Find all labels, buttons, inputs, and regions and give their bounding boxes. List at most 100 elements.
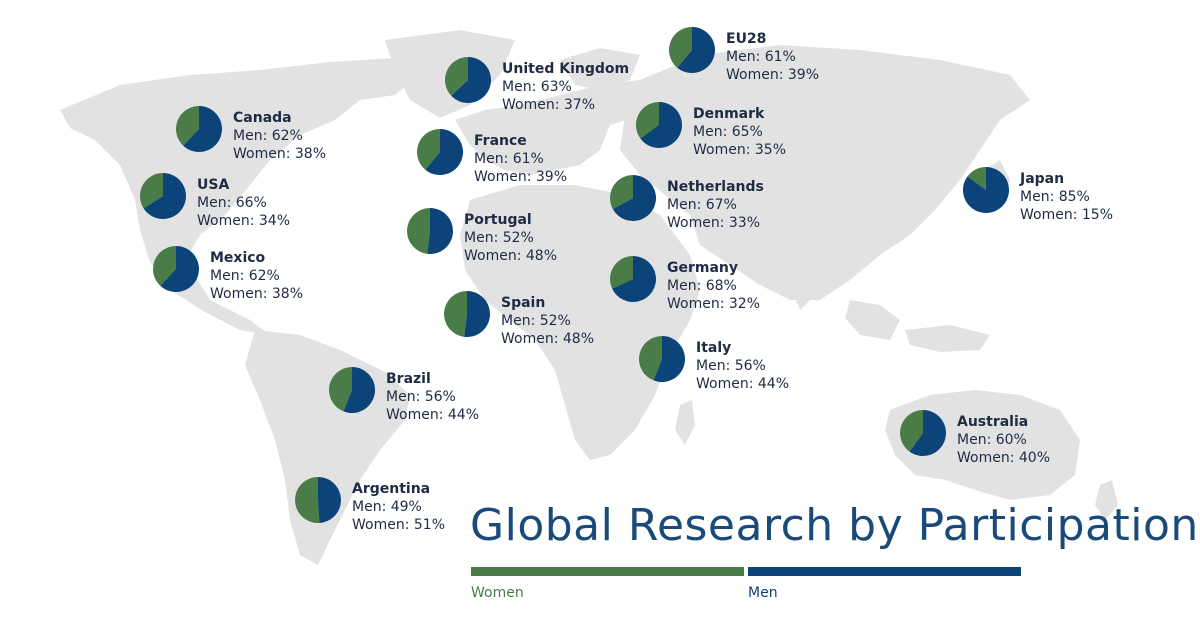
country-label: Portugal Men: 52% Women: 48% [464, 211, 557, 265]
women-percent-label: Women: 38% [210, 286, 303, 302]
pie-slice-men [427, 208, 453, 254]
pie-slice-men [612, 256, 656, 302]
pie-slice-women [443, 291, 467, 337]
country-usa: USA Men: 66% Women: 34% [139, 172, 499, 252]
country-name: United Kingdom [502, 61, 630, 77]
men-percent-label: Men: 65% [693, 124, 763, 140]
country-name: Brazil [386, 371, 431, 387]
legend-women-swatch [471, 567, 744, 576]
women-percent-label: Women: 48% [464, 248, 557, 264]
country-france: France Men: 61% Women: 39% [416, 128, 776, 208]
country-denmark: Denmark Men: 65% Women: 35% [635, 101, 995, 181]
country-label: Netherlands Men: 67% Women: 33% [667, 178, 764, 232]
country-label: EU28 Men: 61% Women: 39% [726, 30, 819, 84]
country-uk: United Kingdom Men: 63% Women: 37% [444, 56, 804, 136]
pie-chart [639, 336, 685, 382]
country-name: Netherlands [667, 179, 764, 195]
pie-slice-women [967, 167, 986, 190]
pie-chart [900, 410, 946, 456]
pie-slice-men [677, 27, 715, 73]
men-percent-label: Men: 68% [667, 278, 737, 294]
country-australia: Australia Men: 60% Women: 40% [899, 409, 1200, 489]
pie-slice-women [153, 246, 176, 286]
country-name: Spain [501, 295, 546, 311]
pie-slice-women [900, 410, 923, 452]
country-germany: Germany Men: 68% Women: 32% [609, 255, 969, 335]
country-name: Japan [1020, 171, 1065, 187]
pie-chart [140, 173, 186, 219]
men-percent-label: Men: 62% [233, 128, 303, 144]
chart-title: Global Research by Participation [470, 500, 1199, 551]
legend-women-label: Women [471, 585, 524, 601]
country-label: Mexico Men: 62% Women: 38% [210, 249, 303, 303]
country-name: Canada [233, 110, 292, 126]
pie-slice-women [176, 106, 199, 146]
men-percent-label: Men: 49% [352, 499, 422, 515]
women-percent-label: Women: 38% [233, 146, 326, 162]
pie-slice-men [464, 291, 490, 337]
country-name: Italy [696, 340, 732, 356]
pie-chart [669, 27, 715, 73]
legend-men-label: Men [748, 585, 778, 601]
country-argentina: Argentina Men: 49% Women: 51% [294, 476, 654, 556]
country-name: Mexico [210, 250, 266, 266]
pie-slice-men [451, 57, 491, 103]
pie-chart [153, 246, 199, 292]
women-percent-label: Women: 44% [386, 407, 479, 423]
men-percent-label: Men: 60% [957, 432, 1027, 448]
pie-chart [963, 167, 1009, 213]
men-percent-label: Men: 52% [464, 230, 534, 246]
pie-slice-men [963, 167, 1009, 213]
country-name: USA [197, 177, 230, 193]
women-percent-label: Women: 51% [352, 517, 445, 533]
pie-slice-women [636, 102, 659, 139]
men-percent-label: Men: 52% [501, 313, 571, 329]
pie-chart [295, 477, 342, 523]
country-name: Australia [957, 414, 1029, 430]
country-name: Denmark [693, 106, 765, 122]
men-percent-label: Men: 62% [210, 268, 280, 284]
pie-chart [176, 106, 222, 152]
pie-slice-men [640, 102, 682, 148]
pie-slice-women [445, 57, 468, 96]
pie-slice-women [669, 27, 692, 68]
country-brazil: Brazil Men: 56% Women: 44% [328, 366, 688, 446]
country-name: France [474, 133, 527, 149]
pie-slice-men [160, 246, 199, 292]
women-percent-label: Women: 33% [667, 215, 760, 231]
legend-men-swatch [748, 567, 1021, 576]
women-percent-label: Women: 37% [502, 97, 595, 113]
pie-chart [610, 175, 656, 221]
women-percent-label: Women: 15% [1020, 207, 1113, 223]
country-name: Portugal [464, 212, 532, 228]
pie-slice-men [612, 175, 656, 221]
country-label: USA Men: 66% Women: 34% [197, 176, 290, 230]
men-percent-label: Men: 85% [1020, 189, 1090, 205]
women-percent-label: Women: 44% [696, 376, 789, 392]
pie-slice-women [140, 173, 163, 209]
country-eu28: EU28 Men: 61% Women: 39% [668, 26, 1028, 106]
pie-slice-women [610, 256, 633, 289]
women-percent-label: Women: 35% [693, 142, 786, 158]
country-name: EU28 [726, 31, 767, 47]
women-percent-label: Women: 39% [726, 67, 819, 83]
men-percent-label: Men: 61% [726, 49, 796, 65]
country-label: Canada Men: 62% Women: 38% [233, 109, 326, 163]
country-label: Denmark Men: 65% Women: 35% [693, 105, 786, 159]
pie-slice-women [639, 336, 662, 381]
men-percent-label: Men: 56% [386, 389, 456, 405]
country-name: Argentina [352, 481, 431, 497]
pie-slice-men [343, 367, 375, 413]
pie-slice-men [318, 477, 342, 523]
pie-slice-women [417, 129, 440, 170]
pie-slice-women [406, 208, 430, 254]
country-italy: Italy Men: 56% Women: 44% [638, 335, 998, 415]
country-name: Germany [667, 260, 739, 276]
men-percent-label: Men: 67% [667, 197, 737, 213]
country-label: Brazil Men: 56% Women: 44% [386, 370, 479, 424]
pie-slice-men [909, 410, 946, 456]
pie-chart [406, 208, 453, 254]
country-label: Germany Men: 68% Women: 32% [667, 259, 760, 313]
pie-slice-men [653, 336, 685, 382]
